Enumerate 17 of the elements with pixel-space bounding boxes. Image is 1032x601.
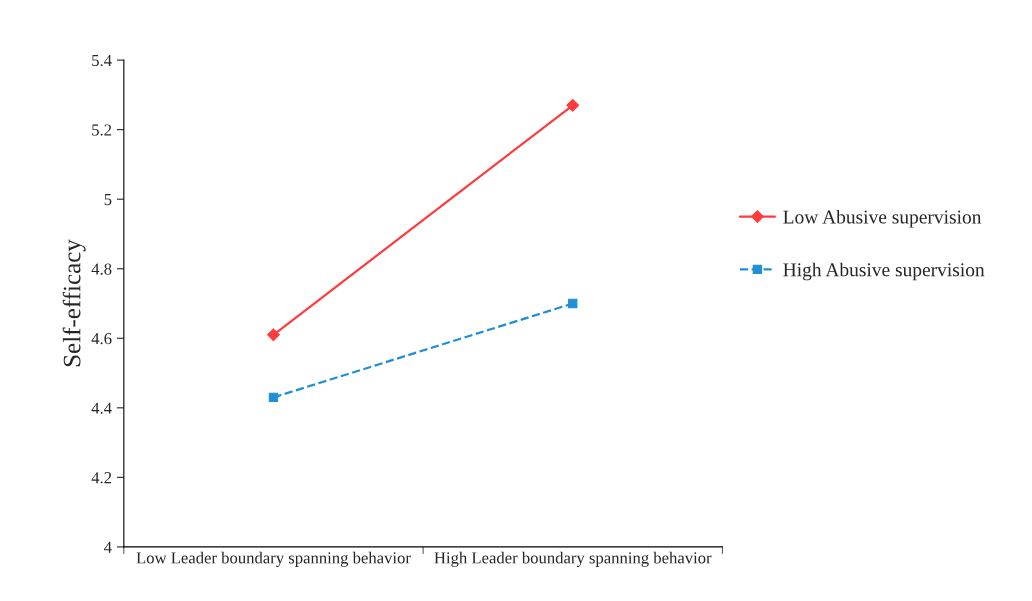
- y-tick-label: 4: [104, 541, 112, 553]
- point: [566, 98, 580, 112]
- x-tick-label: Low Leader boundary spanning behavior: [136, 551, 411, 567]
- y-tick-label: 4.2: [91, 472, 112, 484]
- legend-label: High Abusive supervision: [783, 262, 985, 281]
- y-tick-label: 4.8: [91, 263, 112, 275]
- y-tick-label: 5.2: [92, 124, 112, 136]
- x-tick-label: High Leader boundary spanning behavior: [434, 551, 712, 567]
- legend-label: Low Abusive supervision: [783, 209, 982, 228]
- y-tick-label: 4.4: [91, 402, 112, 414]
- point: [268, 392, 279, 403]
- y-tick-label: 5: [104, 194, 112, 206]
- y-tick-label: 4.6: [91, 333, 112, 345]
- y-axis-title: Self-efficacy: [62, 239, 86, 367]
- y-tick-label: 5.4: [92, 54, 112, 67]
- point: [568, 298, 578, 309]
- point: [267, 328, 280, 342]
